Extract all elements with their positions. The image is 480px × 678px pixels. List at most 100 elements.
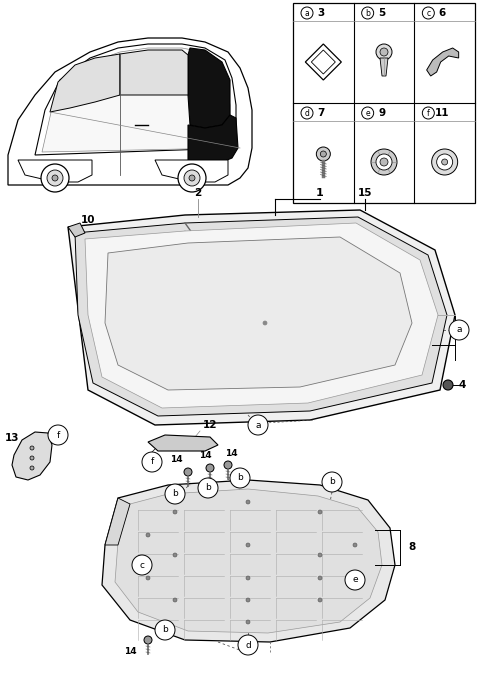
Circle shape [422,107,434,119]
Circle shape [316,147,330,161]
Circle shape [263,321,267,325]
Text: 12: 12 [203,420,217,430]
Circle shape [318,576,322,580]
Text: a: a [305,9,310,18]
Text: b: b [205,483,211,492]
Polygon shape [115,489,382,633]
Circle shape [246,620,250,624]
Circle shape [184,468,192,476]
Circle shape [422,7,434,19]
Text: b: b [365,9,370,18]
Polygon shape [312,50,336,74]
Circle shape [380,158,388,166]
Circle shape [246,598,250,602]
Text: 2: 2 [194,188,202,198]
Circle shape [224,461,232,469]
Polygon shape [120,50,188,95]
Text: 3: 3 [317,8,324,18]
Circle shape [146,576,150,580]
Circle shape [52,175,58,181]
Polygon shape [380,58,388,76]
Text: 11: 11 [435,108,450,118]
Text: c: c [426,9,431,18]
Polygon shape [102,480,395,642]
Bar [293,3,475,203]
Text: 6: 6 [439,8,446,18]
Text: b: b [162,626,168,635]
Text: 8: 8 [408,542,415,552]
Polygon shape [42,48,230,152]
Circle shape [238,635,258,655]
Circle shape [380,48,388,56]
Text: b: b [237,473,243,483]
Text: 15: 15 [358,188,372,198]
Polygon shape [85,223,438,408]
Circle shape [318,510,322,514]
Polygon shape [427,48,459,76]
Circle shape [322,472,342,492]
Polygon shape [148,435,218,451]
Circle shape [376,44,392,60]
Circle shape [301,7,313,19]
Circle shape [320,151,326,157]
Text: e: e [365,108,370,117]
Text: a: a [456,325,462,334]
Circle shape [432,149,457,175]
Polygon shape [75,217,447,416]
Circle shape [248,415,268,435]
Circle shape [173,553,177,557]
Circle shape [47,170,63,186]
Bar [205,163,227,171]
Circle shape [41,164,69,192]
Circle shape [371,149,397,175]
Text: 10: 10 [81,215,95,225]
Circle shape [353,543,357,547]
Polygon shape [188,48,230,128]
Circle shape [198,478,218,498]
Text: 5: 5 [378,8,385,18]
Text: a: a [255,420,261,429]
Polygon shape [305,44,341,80]
Circle shape [318,553,322,557]
Circle shape [301,107,313,119]
Text: f: f [56,431,60,439]
Circle shape [173,598,177,602]
Circle shape [442,159,448,165]
Text: b: b [172,490,178,498]
Text: f: f [150,458,154,466]
Circle shape [361,107,373,119]
Circle shape [165,484,185,504]
Text: e: e [352,576,358,584]
Text: 13: 13 [5,433,20,443]
Circle shape [48,425,68,445]
Circle shape [144,636,152,644]
Polygon shape [8,38,252,185]
Circle shape [449,320,469,340]
Circle shape [206,464,214,472]
Text: 4: 4 [458,380,466,390]
Circle shape [30,456,34,460]
Circle shape [318,598,322,602]
Text: 14: 14 [225,449,237,458]
Circle shape [173,510,177,514]
Circle shape [246,543,250,547]
Circle shape [437,154,453,170]
Polygon shape [35,44,236,155]
Circle shape [246,576,250,580]
Text: b: b [329,477,335,487]
Circle shape [230,468,250,488]
Text: 9: 9 [378,108,385,118]
Circle shape [376,154,392,170]
Circle shape [132,555,152,575]
Circle shape [155,620,175,640]
Circle shape [30,466,34,470]
Text: 1: 1 [316,188,324,198]
Circle shape [345,570,365,590]
Circle shape [184,170,200,186]
Polygon shape [68,210,455,425]
Circle shape [246,500,250,504]
Circle shape [146,533,150,537]
Circle shape [443,380,453,390]
Circle shape [189,175,195,181]
Text: d: d [305,108,310,117]
